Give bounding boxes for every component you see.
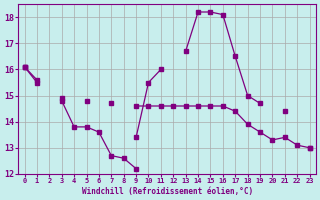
X-axis label: Windchill (Refroidissement éolien,°C): Windchill (Refroidissement éolien,°C) [82, 187, 253, 196]
